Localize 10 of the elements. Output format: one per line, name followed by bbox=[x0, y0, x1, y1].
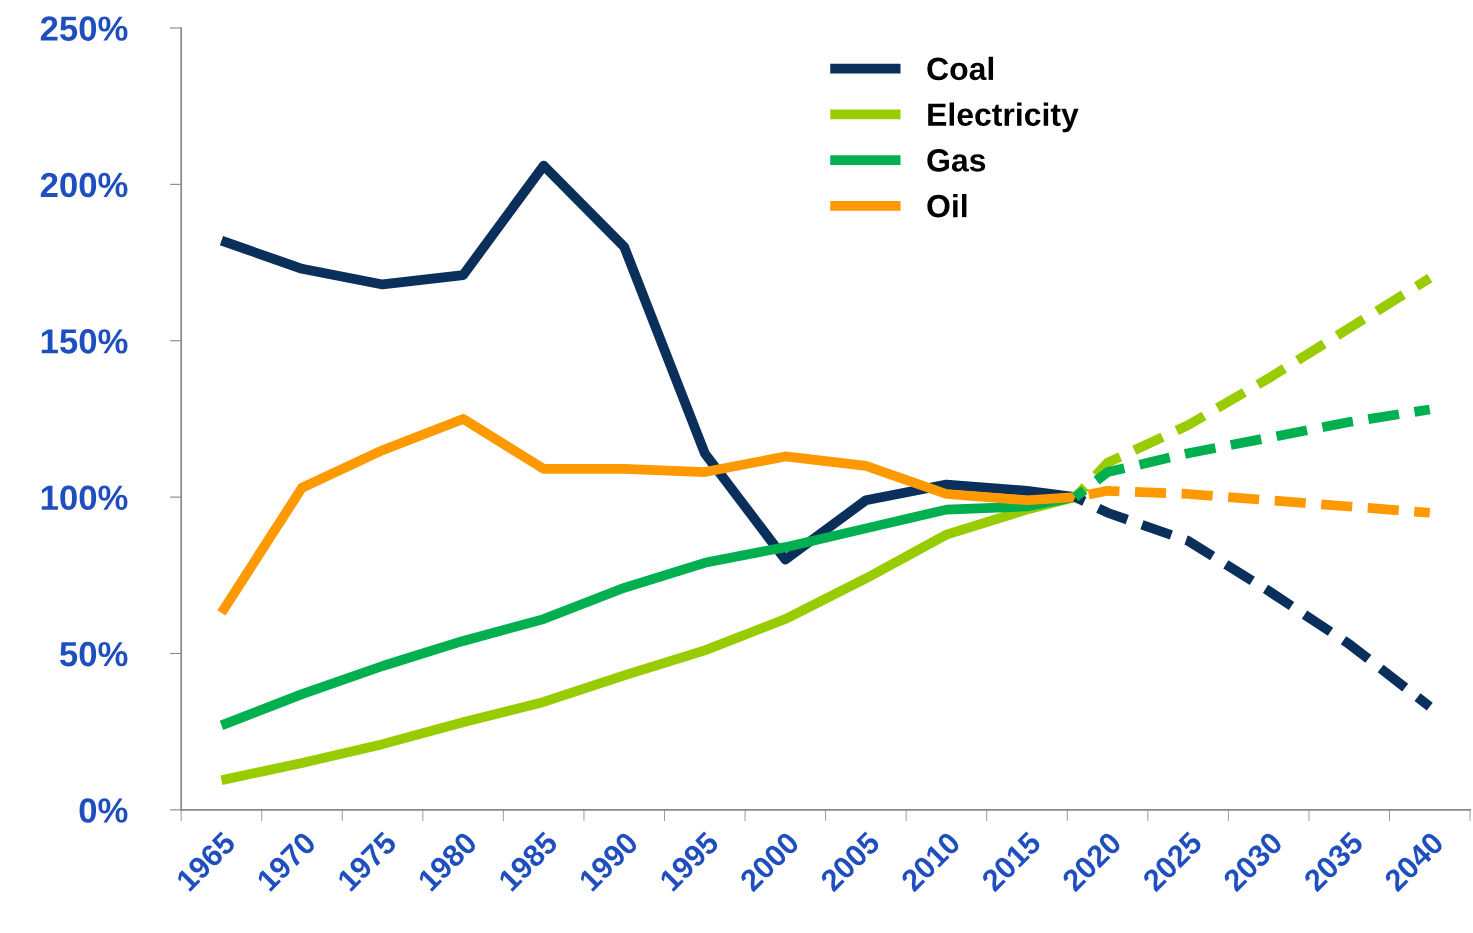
y-tick-label: 50% bbox=[59, 641, 128, 667]
y-tick-label: 200% bbox=[40, 172, 128, 198]
legend-label: Gas bbox=[927, 149, 986, 172]
y-tick-label: 100% bbox=[41, 485, 128, 511]
y-tick-label: 150% bbox=[41, 329, 128, 354]
y-tick-label: 0% bbox=[79, 798, 128, 823]
legend-label: Oil bbox=[927, 193, 967, 218]
y-tick-label: 250% bbox=[40, 16, 128, 41]
legend-label: Electricity bbox=[928, 102, 1079, 133]
legend-label: Coal bbox=[927, 56, 994, 81]
